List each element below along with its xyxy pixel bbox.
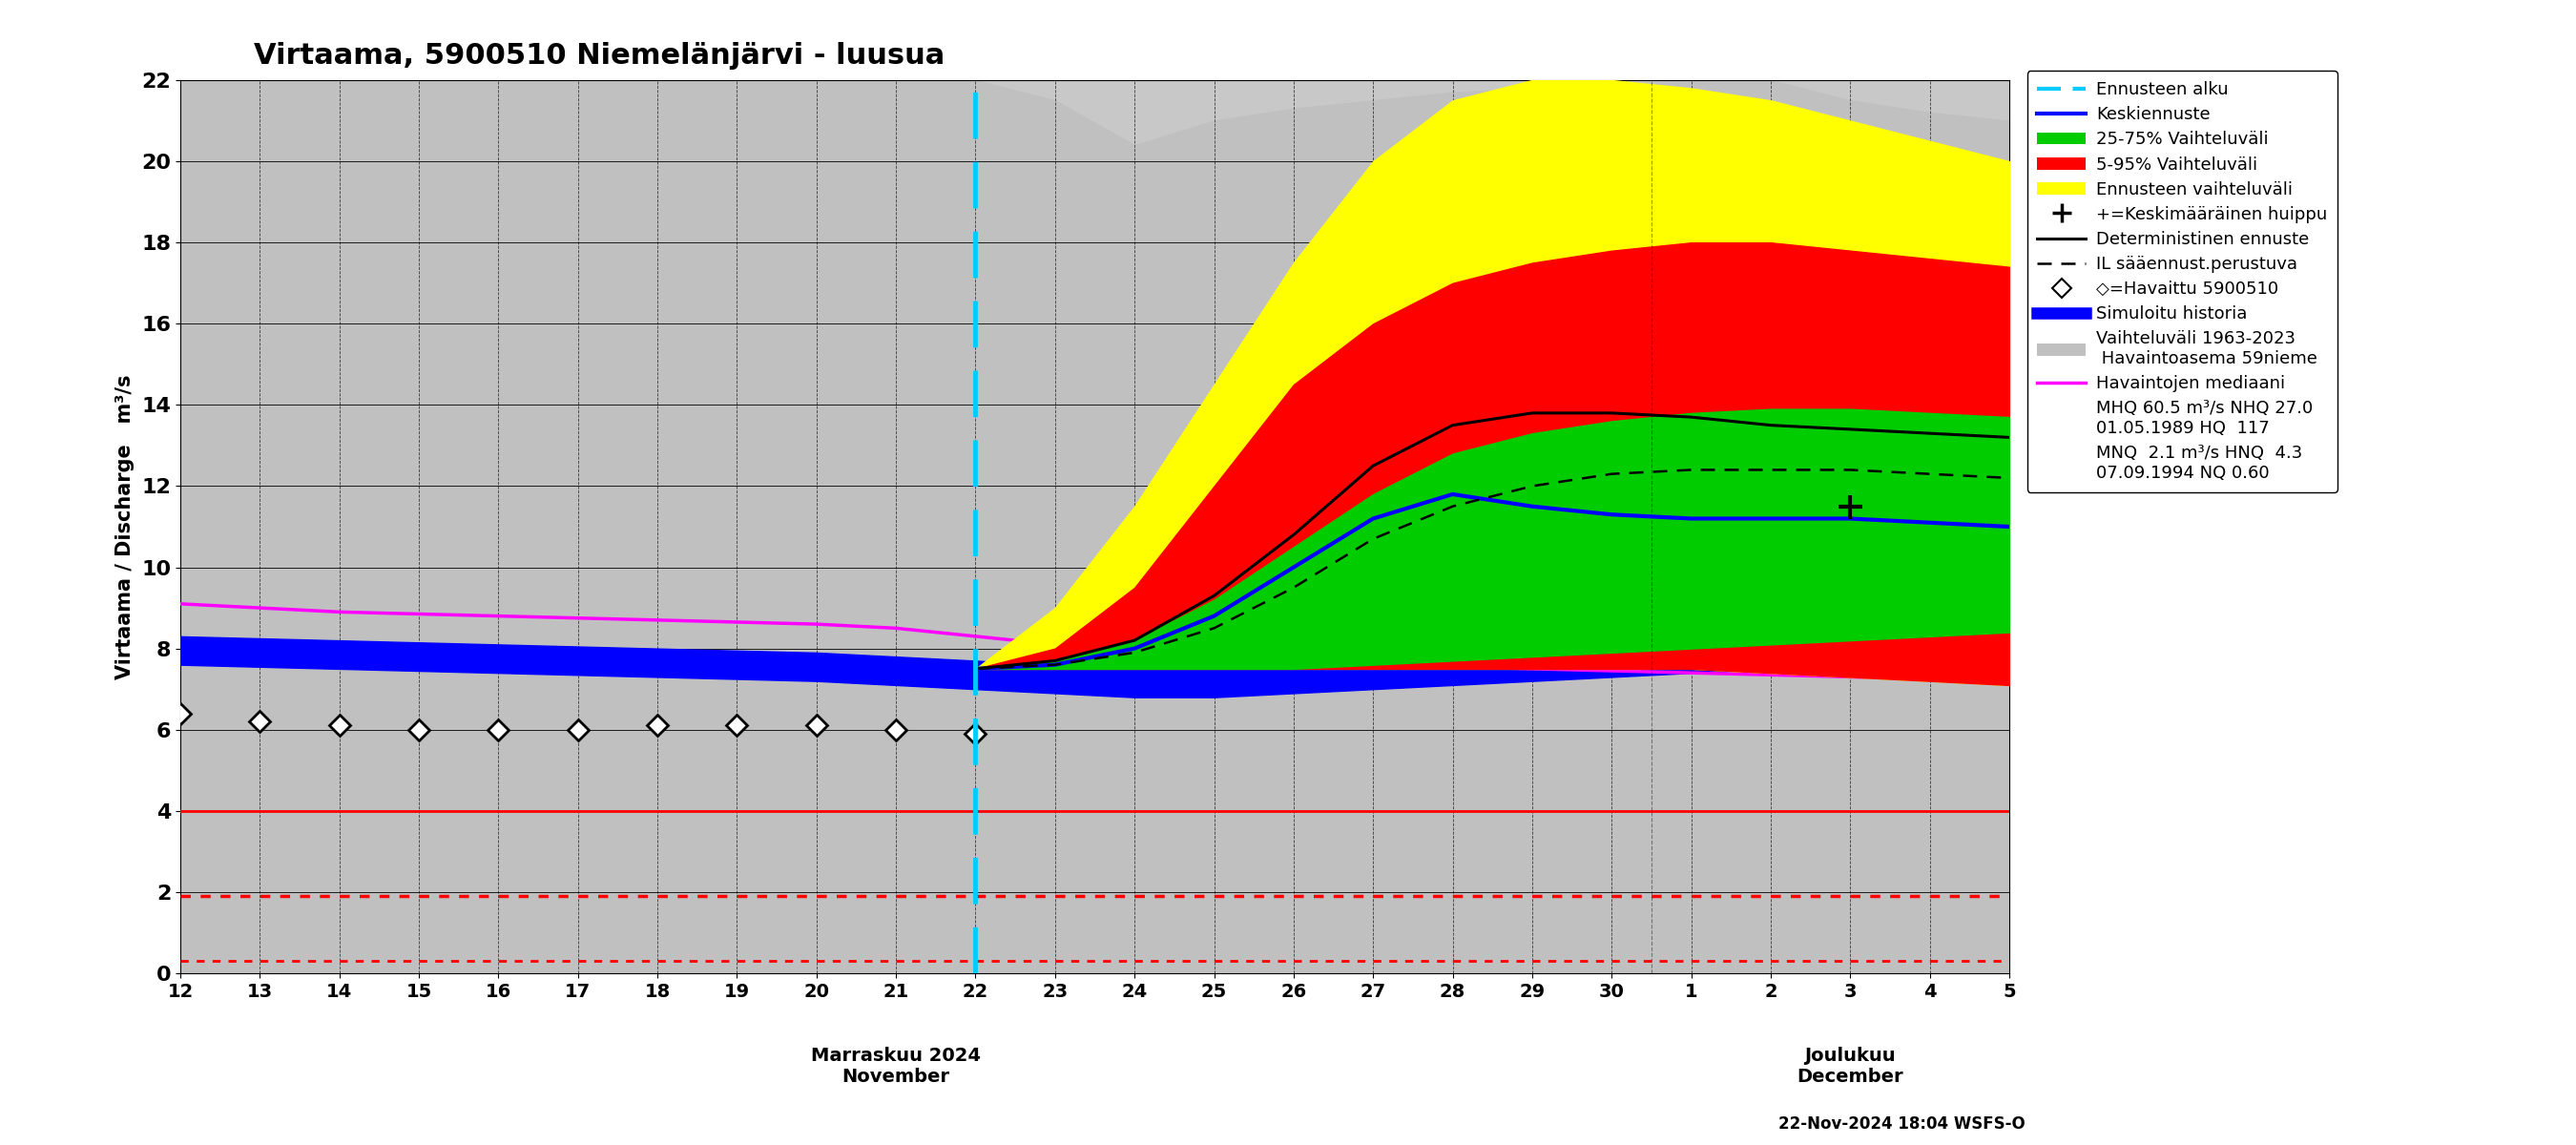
Legend: Ennusteen alku, Keskiennuste, 25-75% Vaihteluväli, 5-95% Vaihteluväli, Ennusteen: Ennusteen alku, Keskiennuste, 25-75% Vai…: [2027, 71, 2336, 492]
Text: Joulukuu
December: Joulukuu December: [1798, 1047, 1904, 1085]
Y-axis label: Virtaama / Discharge   m³/s: Virtaama / Discharge m³/s: [116, 374, 134, 679]
Text: 22-Nov-2024 18:04 WSFS-O: 22-Nov-2024 18:04 WSFS-O: [1777, 1115, 2025, 1132]
Text: Marraskuu 2024
November: Marraskuu 2024 November: [811, 1047, 981, 1085]
Text: Virtaama, 5900510 Niemelänjärvi - luusua: Virtaama, 5900510 Niemelänjärvi - luusua: [252, 42, 945, 70]
